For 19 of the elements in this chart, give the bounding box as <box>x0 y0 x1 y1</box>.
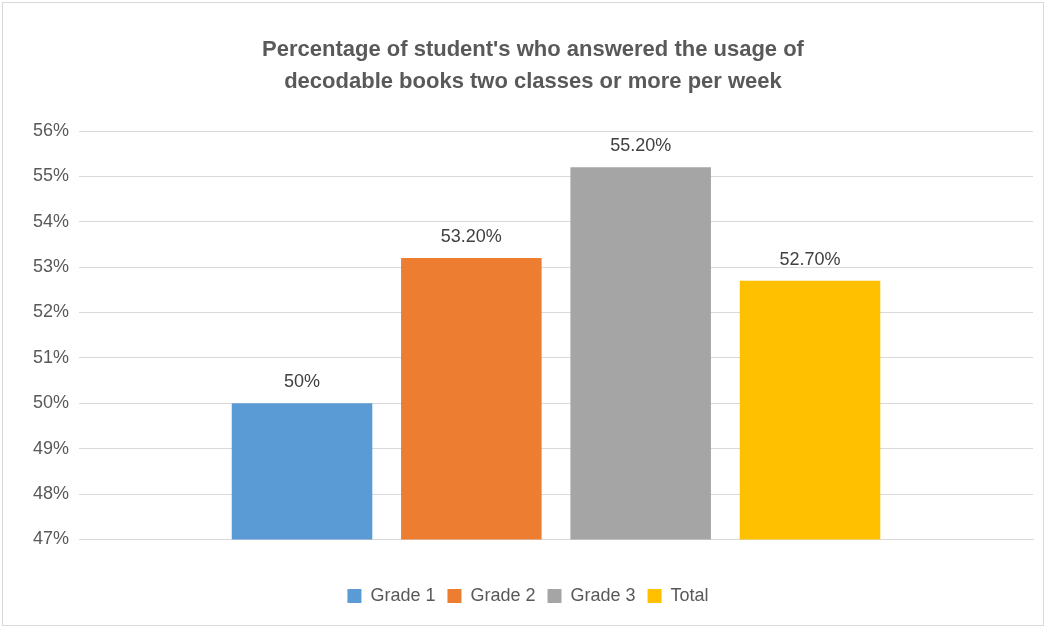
data-label: 52.70% <box>779 248 841 269</box>
y-tick-label: 49% <box>33 437 70 458</box>
y-tick-label: 48% <box>33 482 70 503</box>
data-label: 53.20% <box>440 226 502 247</box>
chart-title: Percentage of student's who answered the usage of decodable books two classes or more per week <box>261 35 805 95</box>
y-tick-label: 56% <box>33 119 70 140</box>
y-tick-label: 52% <box>33 301 70 322</box>
y-tick-label: 50% <box>33 392 70 413</box>
legend-label: Total <box>670 584 709 605</box>
y-tick-label: 55% <box>33 165 70 186</box>
legend-label: Grade 2 <box>470 584 536 605</box>
y-tick-label: 51% <box>33 346 70 367</box>
data-label: 50% <box>284 371 321 392</box>
y-tick-label: 47% <box>33 528 70 549</box>
y-tick-label: 54% <box>33 210 70 231</box>
legend-label: Grade 1 <box>370 584 436 605</box>
y-tick-label: 53% <box>33 256 70 277</box>
legend-label: Grade 3 <box>570 584 636 605</box>
data-label: 55.20% <box>610 135 672 156</box>
